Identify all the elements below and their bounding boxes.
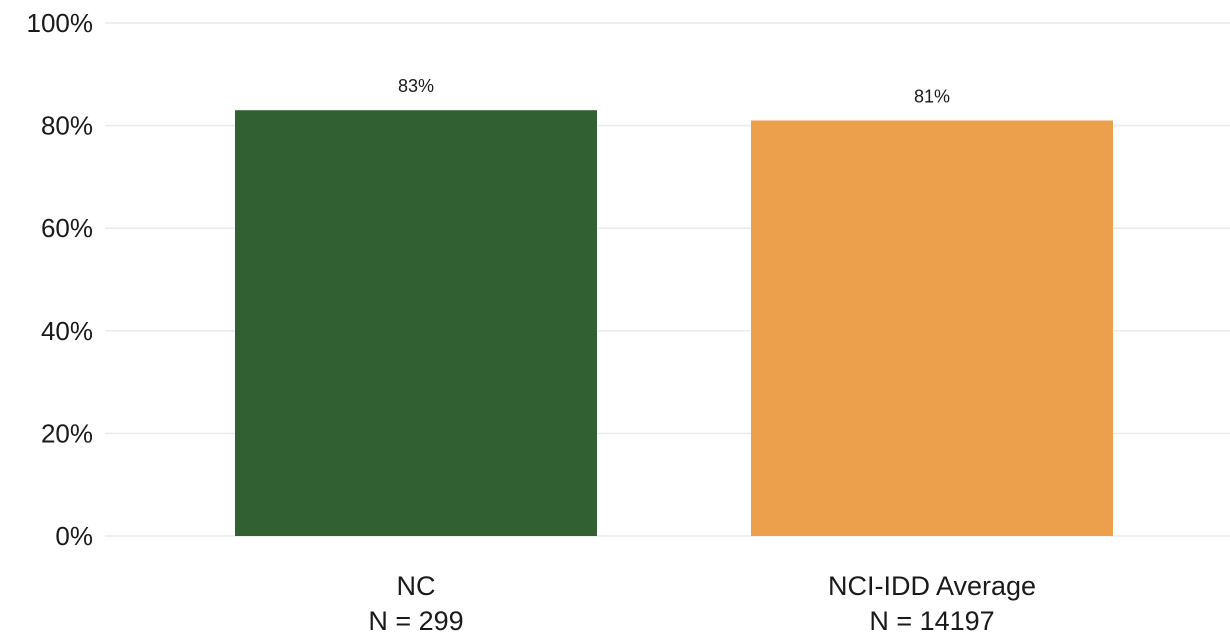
data-labels: 83% 81% — [398, 76, 950, 106]
data-label-1: 83% — [398, 76, 434, 96]
data-label-2: 81% — [914, 86, 950, 106]
x-tick-sublabel-1: N = 299 — [368, 606, 463, 636]
y-tick-label-60: 60% — [41, 213, 93, 243]
y-tick-label-40: 40% — [41, 316, 93, 346]
y-tick-label-0: 0% — [55, 521, 93, 551]
y-axis-ticks: 0% 20% 40% 60% 80% 100% — [27, 8, 94, 551]
x-tick-label-1: NC — [397, 571, 436, 601]
x-tick-sublabel-2: N = 14197 — [869, 606, 994, 636]
bars — [235, 110, 1113, 537]
bar-1 — [235, 110, 597, 537]
y-tick-label-20: 20% — [41, 418, 93, 448]
x-axis-ticks: NC N = 299 NCI-IDD Average N = 14197 — [368, 571, 1036, 636]
x-tick-label-2: NCI-IDD Average — [828, 571, 1036, 601]
y-tick-label-100: 100% — [27, 8, 94, 38]
bar-2 — [751, 120, 1113, 536]
y-tick-label-80: 80% — [41, 111, 93, 141]
